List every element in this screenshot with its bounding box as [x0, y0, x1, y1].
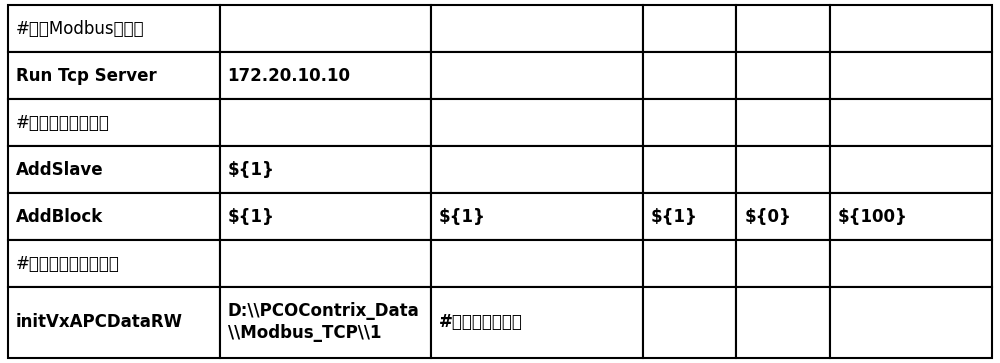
Text: #控制器组态地址: #控制器组态地址: [439, 313, 523, 331]
Text: ${1}: ${1}: [651, 208, 698, 226]
Text: 172.20.10.10: 172.20.10.10: [228, 67, 351, 85]
Text: ${0}: ${0}: [744, 208, 791, 226]
Bar: [643, 5, 736, 52]
Bar: [643, 146, 736, 193]
Bar: [8, 52, 220, 99]
Bar: [736, 52, 830, 99]
Bar: [643, 99, 736, 146]
Bar: [736, 287, 830, 358]
Bar: [736, 146, 830, 193]
Bar: [830, 5, 992, 52]
Bar: [8, 146, 220, 193]
Bar: [220, 193, 431, 240]
Bar: [431, 5, 643, 52]
Bar: [736, 193, 830, 240]
Bar: [643, 52, 736, 99]
Text: ${1}: ${1}: [228, 161, 274, 179]
Bar: [830, 99, 992, 146]
Bar: [8, 5, 220, 52]
Bar: [431, 52, 643, 99]
Text: AddSlave: AddSlave: [16, 161, 104, 179]
Text: ${1}: ${1}: [439, 208, 486, 226]
Text: Run Tcp Server: Run Tcp Server: [16, 67, 157, 85]
Bar: [736, 240, 830, 287]
Bar: [220, 287, 431, 358]
Bar: [830, 146, 992, 193]
Bar: [643, 193, 736, 240]
Bar: [431, 99, 643, 146]
Bar: [220, 52, 431, 99]
Bar: [8, 240, 220, 287]
Bar: [643, 240, 736, 287]
Text: #启动Modbus服务器: #启动Modbus服务器: [16, 20, 145, 38]
Text: ${100}: ${100}: [838, 208, 908, 226]
Bar: [431, 146, 643, 193]
Text: D:\\PCOContrix_Data
\\Modbus_TCP\\1: D:\\PCOContrix_Data \\Modbus_TCP\\1: [228, 302, 419, 342]
Bar: [220, 99, 431, 146]
Bar: [431, 193, 643, 240]
Bar: [8, 193, 220, 240]
Text: #添加设备和数据块: #添加设备和数据块: [16, 114, 110, 132]
Bar: [431, 287, 643, 358]
Bar: [431, 240, 643, 287]
Bar: [736, 99, 830, 146]
Bar: [736, 5, 830, 52]
Bar: [830, 52, 992, 99]
Bar: [220, 240, 431, 287]
Bar: [8, 287, 220, 358]
Bar: [830, 287, 992, 358]
Bar: [643, 287, 736, 358]
Text: #启动控制器调试功能: #启动控制器调试功能: [16, 255, 120, 273]
Bar: [220, 146, 431, 193]
Text: initVxAPCDataRW: initVxAPCDataRW: [16, 313, 183, 331]
Text: AddBlock: AddBlock: [16, 208, 103, 226]
Bar: [830, 240, 992, 287]
Bar: [8, 99, 220, 146]
Text: ${1}: ${1}: [228, 208, 274, 226]
Bar: [220, 5, 431, 52]
Bar: [830, 193, 992, 240]
